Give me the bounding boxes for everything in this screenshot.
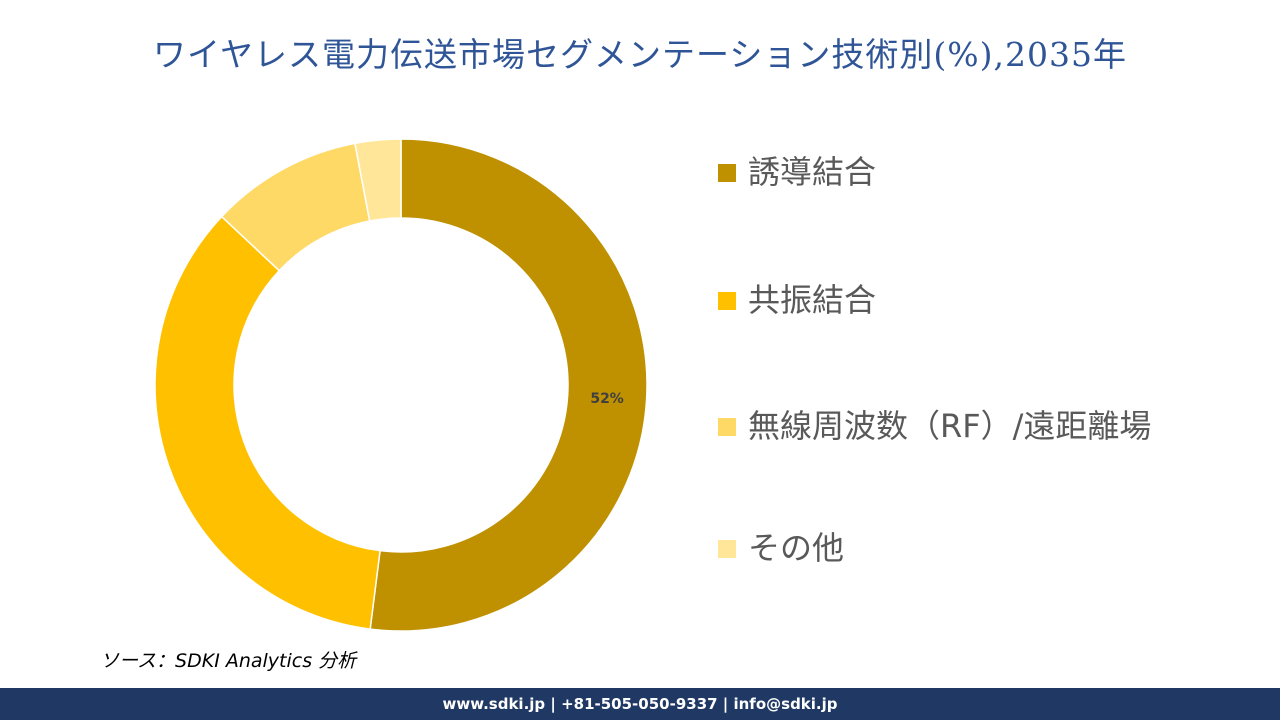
legend-item: その他 xyxy=(718,526,844,570)
legend-swatch xyxy=(718,540,736,558)
legend-item: 無線周波数（RF）/遠距離場 xyxy=(718,404,1168,448)
donut-slice xyxy=(369,138,648,632)
legend-label: その他 xyxy=(748,529,845,567)
legend-swatch xyxy=(718,418,736,436)
legend-swatch xyxy=(718,292,736,310)
footer-contact: www.sdki.jp | +81-505-050-9337 | info@sd… xyxy=(0,688,1280,720)
legend-label: 誘導結合 xyxy=(748,153,877,191)
legend-swatch xyxy=(718,164,736,182)
legend-label: 共振結合 xyxy=(748,281,877,319)
donut-slice xyxy=(354,138,402,222)
legend-item: 誘導結合 xyxy=(718,150,876,194)
chart-title: ワイヤレス電力伝送市場セグメンテーション技術別(%),2035年 xyxy=(153,35,1127,74)
legend-label: 無線周波数（RF）/遠距離場 xyxy=(748,407,1152,445)
donut-slice xyxy=(154,215,381,630)
data-label: 52% xyxy=(590,391,624,407)
legend-item: 共振結合 xyxy=(718,278,876,322)
source-note: ソース：SDKI Analytics 分析 xyxy=(100,650,357,672)
